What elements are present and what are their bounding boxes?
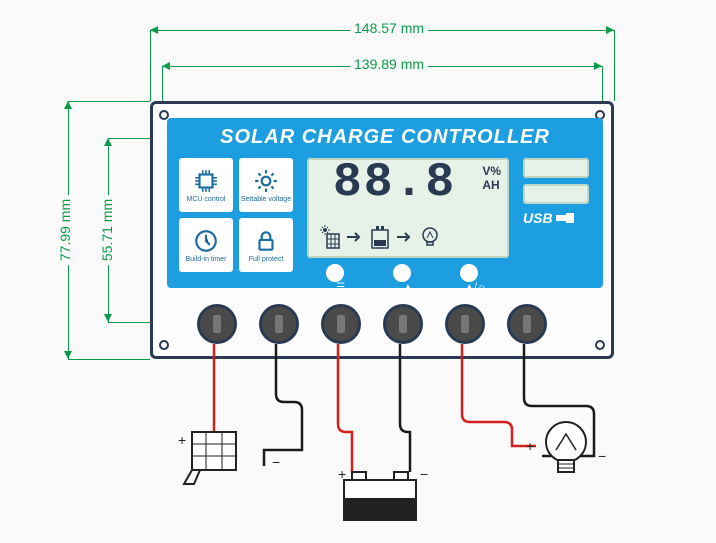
lcd-reading: 88.8 xyxy=(333,156,456,210)
dim-inner-width: 139.89 mm xyxy=(350,56,428,72)
menu-button[interactable] xyxy=(326,264,344,282)
solar-plus: + xyxy=(178,432,186,448)
usb-label: USB xyxy=(523,210,589,226)
bulb-icon xyxy=(419,224,441,250)
lock-icon xyxy=(253,228,279,254)
menu-glyph: ☰ xyxy=(326,282,356,293)
usb-plug-icon xyxy=(556,213,574,223)
arrow-icon xyxy=(397,230,413,244)
feature-voltage: Settable voltage xyxy=(239,158,293,212)
load-minus: − xyxy=(598,448,606,464)
feature-timer: Build-in timer xyxy=(179,218,233,272)
terminal-solar-plus[interactable] xyxy=(197,304,237,344)
solar-panel-icon xyxy=(182,426,240,491)
dim-outer-height: 77.99 mm xyxy=(57,195,73,265)
usb-port-2[interactable] xyxy=(523,184,589,204)
feature-protect: Full protect xyxy=(239,218,293,272)
mode-glyph: ▲/☼ xyxy=(460,282,490,293)
controller-device: SOLAR CHARGE CONTROLLER MCU control Sett… xyxy=(150,101,614,359)
dim-inner-height: 55.71 mm xyxy=(99,195,115,265)
panel-title: SOLAR CHARGE CONTROLLER xyxy=(179,126,591,149)
front-panel: SOLAR CHARGE CONTROLLER MCU control Sett… xyxy=(167,118,603,288)
chip-icon xyxy=(193,168,219,194)
gear-icon xyxy=(253,168,279,194)
terminal-batt-minus[interactable] xyxy=(383,304,423,344)
batt-minus: − xyxy=(420,466,428,482)
lcd-display: 88.8 V% AH xyxy=(307,158,509,258)
batt-plus: + xyxy=(338,466,346,482)
lcd-unit-top: V% xyxy=(482,164,501,178)
lcd-unit-bot: AH xyxy=(482,178,501,192)
sun-panel-icon xyxy=(319,224,341,250)
usb-port-1[interactable] xyxy=(523,158,589,178)
up-glyph: ▲ xyxy=(393,282,423,293)
bulb-ext-icon xyxy=(540,420,592,495)
terminal-load-plus[interactable] xyxy=(445,304,485,344)
arrow-icon xyxy=(347,230,363,244)
terminal-solar-minus[interactable] xyxy=(259,304,299,344)
battery-icon xyxy=(369,224,391,250)
load-plus: + xyxy=(526,438,534,454)
clock-icon xyxy=(193,228,219,254)
solar-minus: − xyxy=(272,454,280,470)
dim-outer-width: 148.57 mm xyxy=(350,20,428,36)
terminal-batt-plus[interactable] xyxy=(321,304,361,344)
mode-button[interactable] xyxy=(460,264,478,282)
feature-mcu: MCU control xyxy=(179,158,233,212)
up-button[interactable] xyxy=(393,264,411,282)
lcd-flow-icons xyxy=(319,224,441,250)
battery-ext-icon xyxy=(340,468,420,529)
terminal-load-minus[interactable] xyxy=(507,304,547,344)
